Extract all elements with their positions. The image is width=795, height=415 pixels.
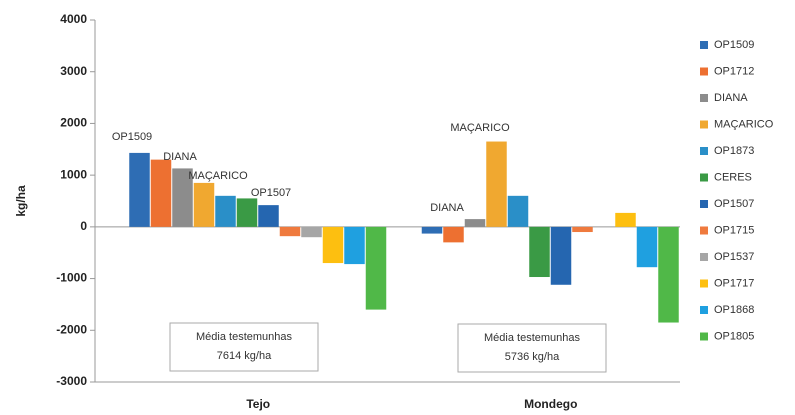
y-axis-label: kg/ha <box>14 185 28 217</box>
y-tick-label: -1000 <box>56 271 87 285</box>
legend-label: OP1507 <box>714 198 754 210</box>
y-tick-label: 1000 <box>60 167 87 181</box>
y-tick-label: -3000 <box>56 374 87 388</box>
legend-label: MAÇARICO <box>714 118 774 130</box>
bar <box>615 212 636 227</box>
bar <box>215 195 236 227</box>
legend-label: OP1715 <box>714 224 754 236</box>
legend-label: OP1717 <box>714 277 754 289</box>
annotation: DIANA <box>163 151 197 163</box>
legend-swatch <box>700 332 708 341</box>
bar <box>486 141 507 227</box>
legend-label: OP1712 <box>714 65 754 77</box>
legend-swatch <box>700 173 708 182</box>
bar <box>322 226 344 264</box>
bar <box>193 182 215 227</box>
legend-label: CERES <box>714 171 752 183</box>
annotation: MAÇARICO <box>188 170 248 182</box>
bar <box>258 205 279 227</box>
bar <box>279 226 301 237</box>
bar <box>172 168 193 227</box>
legend-label: OP1868 <box>714 304 754 316</box>
y-tick-label: -2000 <box>56 322 87 336</box>
note-text: Média testemunhas <box>196 331 292 343</box>
legend-swatch <box>700 226 708 235</box>
legend-label: DIANA <box>714 92 748 104</box>
legend-swatch <box>700 306 708 314</box>
note-text: Média testemunhas <box>484 332 580 344</box>
annotation: MAÇARICO <box>450 122 510 134</box>
bar <box>301 226 322 238</box>
y-tick-label: 4000 <box>60 12 87 26</box>
bar <box>150 159 172 227</box>
bar <box>464 219 486 227</box>
legend-label: OP1805 <box>714 330 754 342</box>
bar <box>550 226 572 285</box>
bar <box>365 226 387 310</box>
annotation: OP1507 <box>251 187 291 199</box>
bar <box>443 226 464 243</box>
legend-swatch <box>700 67 708 76</box>
legend-label: OP1873 <box>714 145 754 157</box>
legend-swatch <box>700 200 708 208</box>
x-tick-label: Mondego <box>524 397 577 411</box>
annotation: OP1509 <box>112 131 152 143</box>
note-text: 7614 kg/ha <box>217 350 272 362</box>
bar <box>344 226 365 265</box>
note-box <box>169 322 319 372</box>
legend-swatch <box>700 279 708 288</box>
legend-swatch <box>700 253 708 261</box>
legend-swatch <box>700 147 708 155</box>
y-tick-label: 3000 <box>60 64 87 78</box>
legend-swatch <box>700 120 708 129</box>
bar <box>658 226 679 323</box>
note-box <box>457 323 607 373</box>
y-tick-label: 2000 <box>60 116 87 130</box>
y-tick-label: 0 <box>80 219 87 233</box>
bar <box>129 152 150 227</box>
bar <box>507 195 529 227</box>
bar <box>421 226 443 234</box>
legend-swatch <box>700 41 708 49</box>
bar <box>636 226 658 268</box>
bar <box>236 198 258 227</box>
annotation: DIANA <box>430 202 464 214</box>
legend-label: OP1537 <box>714 251 754 263</box>
x-tick-label: Tejo <box>246 397 270 411</box>
bar <box>572 226 593 233</box>
note-text: 5736 kg/ha <box>505 351 560 363</box>
legend-label: OP1509 <box>714 39 754 51</box>
legend-swatch <box>700 94 708 102</box>
bar <box>529 226 550 278</box>
